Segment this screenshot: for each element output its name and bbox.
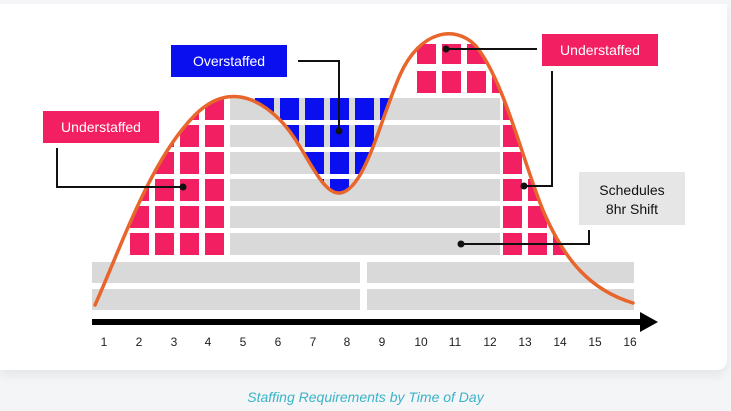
tick-label: 10 <box>414 335 428 349</box>
callout-lines <box>56 48 590 245</box>
overstaffed-label: Overstaffed <box>193 53 265 69</box>
tick-label: 3 <box>171 335 178 349</box>
tick-label: 8 <box>344 335 351 349</box>
schedules-label-box <box>579 172 685 225</box>
understaffed-left-label-box <box>43 111 159 143</box>
understaffed-left-label: Understaffed <box>61 119 141 135</box>
tick-label: 15 <box>588 335 602 349</box>
tick-label: 13 <box>518 335 532 349</box>
understaffed-right-label: Understaffed <box>560 42 640 58</box>
tick-label: 6 <box>275 335 282 349</box>
understaffed-right-label-box <box>542 34 658 66</box>
x-axis-ticks: 1 2 3 4 5 6 7 8 9 10 11 12 13 14 15 16 <box>101 335 637 349</box>
tick-label: 9 <box>379 335 386 349</box>
tick-label: 14 <box>553 335 567 349</box>
axis-arrow-icon <box>640 312 658 332</box>
tick-label: 5 <box>240 335 247 349</box>
schedules-label-line2: 8hr Shift <box>606 201 658 217</box>
tick-label: 4 <box>205 335 212 349</box>
tick-label: 1 <box>101 335 108 349</box>
tick-label: 16 <box>623 335 637 349</box>
callout-dots <box>179 45 528 248</box>
overstaffed-label-box <box>171 45 287 77</box>
tick-label: 11 <box>449 335 462 349</box>
x-axis <box>92 312 658 332</box>
tick-label: 7 <box>310 335 317 349</box>
demand-curve <box>93 32 635 307</box>
diagram-caption: Staffing Requirements by Time of Day <box>247 389 484 405</box>
schedules-label-line1: Schedules <box>599 182 664 198</box>
tick-label: 2 <box>136 335 143 349</box>
tick-label: 12 <box>483 335 497 349</box>
